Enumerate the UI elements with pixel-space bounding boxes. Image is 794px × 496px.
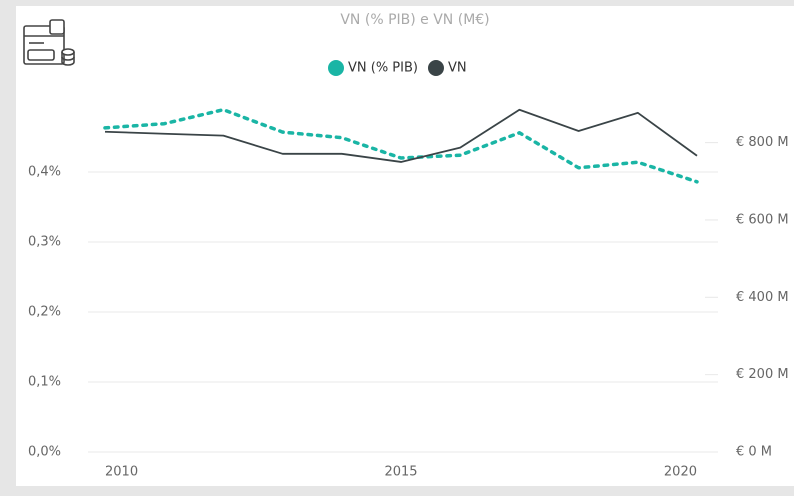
legend-marker [328, 60, 344, 76]
y2-tick-label: € 800 M [736, 135, 789, 150]
series-line [104, 108, 698, 163]
y2-tick-label: € 600 M [736, 212, 789, 227]
chart-title: VN (% PIB) e VN (M€) [340, 12, 489, 28]
y-tick-label: 0,3% [28, 235, 61, 250]
y-tick-label: 0,4% [28, 165, 61, 180]
icon [23, 19, 75, 66]
legend-label: VN [448, 61, 467, 76]
x-tick-label: 2015 [384, 465, 417, 480]
y-tick-label: 0,2% [28, 305, 61, 320]
y-tick-label: 0,1% [28, 375, 61, 390]
legend: VN (% PIB) VN [328, 60, 467, 76]
y2-tick-label: € 400 M [736, 290, 789, 305]
y2-tick-label: € 200 M [736, 367, 789, 382]
legend-marker [427, 60, 444, 76]
y2-tick-label: € 0 M [736, 445, 772, 460]
x-tick-label: 2020 [664, 465, 697, 480]
panel [16, 6, 794, 486]
x-tick-label: 2010 [105, 465, 138, 480]
y-tick-label: 0,0% [28, 445, 61, 460]
legend-label: VN (% PIB) [348, 61, 418, 76]
series-line [103, 107, 699, 184]
